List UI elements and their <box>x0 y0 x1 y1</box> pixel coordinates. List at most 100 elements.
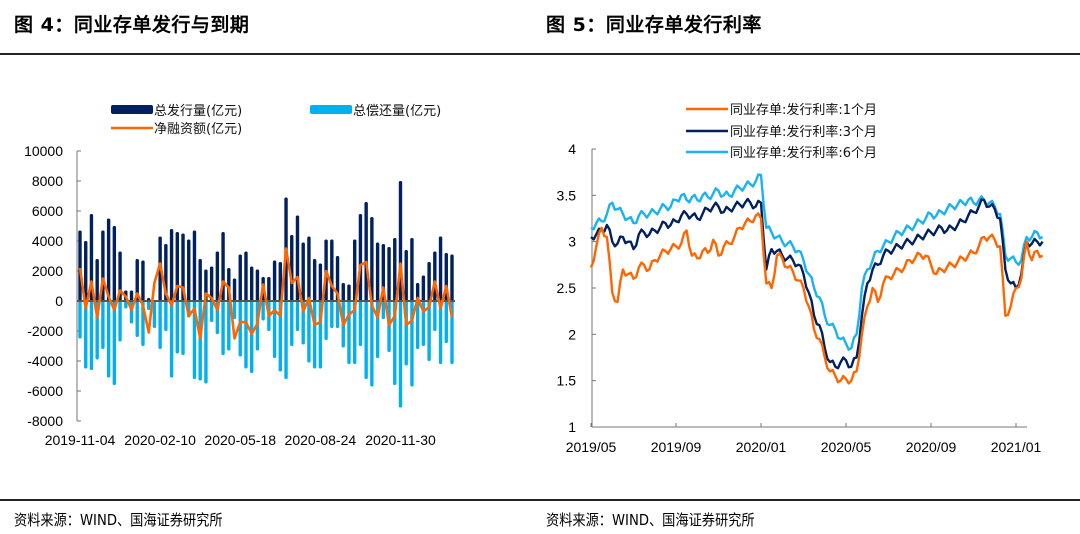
repayment-bar <box>221 301 225 355</box>
repayment-bar <box>169 301 174 378</box>
issuance-bar <box>112 226 117 301</box>
repayment-bar <box>175 301 179 354</box>
issuance-bar <box>353 239 357 301</box>
issuance-bar <box>244 251 248 301</box>
x-tick-label: 2020-08-24 <box>285 432 357 448</box>
legend-label-r6m: 同业存单:发行利率:6个月 <box>730 145 877 161</box>
x-tick-label: 2020-11-30 <box>365 432 436 448</box>
repayment-bar <box>427 301 431 361</box>
repayment-bar <box>290 301 294 346</box>
issuance-bar <box>335 256 340 301</box>
issuance-bar <box>255 269 260 301</box>
issuance-bar <box>175 232 179 301</box>
repayment-bar <box>358 301 363 346</box>
issuance-bar <box>106 218 111 301</box>
issuance-bar <box>192 230 197 301</box>
figure-5-title: 图 5：同业存单发行利率 <box>546 14 762 36</box>
legend-label-issuance: 总发行量(亿元) <box>154 103 242 119</box>
issuance-bar <box>438 236 443 301</box>
repayment-bar <box>324 301 328 340</box>
repayment-bar <box>353 301 357 364</box>
issuance-bar <box>393 238 397 301</box>
x-tick-label: 2020/01 <box>736 439 787 455</box>
issuance-bar <box>347 284 351 301</box>
x-tick-label: 2019/09 <box>651 439 702 455</box>
issuance-bar <box>375 242 380 301</box>
x-tick-label: 2019/05 <box>566 439 617 455</box>
y-tick-label: 1 <box>568 419 576 435</box>
issuance-bar <box>249 266 254 301</box>
top-divider <box>0 53 1080 55</box>
issuance-bar <box>421 275 426 301</box>
repayment-bar <box>438 301 443 364</box>
repayment-bar <box>152 301 157 328</box>
repayment-bar <box>198 301 202 381</box>
y-tick-label: 4 <box>568 141 576 157</box>
y-tick-label: -2000 <box>27 323 63 339</box>
issuance-bar <box>341 283 345 301</box>
rate-3m-line <box>590 197 1044 370</box>
repayment-bar <box>307 301 311 363</box>
rate-1m-line <box>589 212 1044 385</box>
repayment-bar <box>393 301 397 385</box>
y-tick-label: 4000 <box>32 233 63 249</box>
repayment-bar <box>89 301 94 370</box>
repayment-bar <box>209 301 214 322</box>
repayment-bar <box>244 301 248 369</box>
legend-swatch-issuance <box>111 105 153 114</box>
issuance-bar <box>238 254 242 301</box>
repayment-bar <box>181 301 185 355</box>
repayment-bar <box>364 301 368 379</box>
repayment-bar <box>78 301 82 339</box>
bottom-divider <box>0 499 1080 501</box>
issuance-maturity-chart: 10000 8000 6000 4000 2000 0 -2000 -4000 -6000 -80… <box>24 103 455 448</box>
repayment-bar <box>415 301 420 349</box>
repayment-bar <box>370 301 374 387</box>
issuance-bar <box>450 254 454 301</box>
repayment-bar <box>106 301 111 378</box>
repayment-bar <box>135 301 139 337</box>
issuance-bar <box>272 260 277 301</box>
issuance-bar <box>84 241 88 301</box>
repayment-bar <box>204 301 208 384</box>
issuance-bar <box>404 250 408 301</box>
repayment-bar <box>261 301 265 321</box>
legend-label-r3m: 同业存单:发行利率:3个月 <box>730 124 877 140</box>
legend-label-repayment: 总偿还量(亿元) <box>353 104 441 119</box>
issuance-bar <box>290 235 294 301</box>
repayment-bar <box>249 301 254 373</box>
issuance-bar <box>95 259 99 301</box>
issuance-bar <box>198 259 202 301</box>
repayment-bar <box>146 301 151 310</box>
repayment-bar <box>124 301 128 309</box>
repayment-bar <box>398 301 403 408</box>
x-tick-label: 2020/09 <box>906 439 957 455</box>
x-tick-label: 2020/05 <box>821 439 872 455</box>
repayment-bar <box>330 301 334 328</box>
issuance-bar <box>312 259 317 301</box>
y-tick-label: 2.5 <box>557 280 577 296</box>
issuance-bar <box>187 239 191 301</box>
rate-6m-line <box>590 173 1044 351</box>
y-tick-label: 10000 <box>24 143 63 159</box>
issuance-bar <box>209 266 214 301</box>
repayment-bar <box>84 301 88 369</box>
issuance-bar <box>215 251 220 301</box>
y-tick-label: 3 <box>568 234 576 250</box>
issuance-bar <box>307 236 311 301</box>
issuance-bar <box>415 283 420 301</box>
legend-label-r1m: 同业存单:发行利率:1个月 <box>730 102 877 118</box>
x-tick-label: 2020-05-18 <box>204 432 276 448</box>
repayment-bar <box>232 301 237 319</box>
repayment-bar <box>238 301 242 357</box>
issuance-bar <box>387 247 391 301</box>
repayment-bar <box>381 301 386 319</box>
x-tick-label: 2019-11-04 <box>45 432 116 448</box>
repayment-bar <box>118 301 122 342</box>
repayment-bar <box>164 301 168 331</box>
issuance-bar <box>232 278 237 301</box>
issuance-bar <box>169 229 174 301</box>
y-tick-label: -6000 <box>27 383 63 399</box>
issuance-bar <box>181 233 185 301</box>
issuance-bar <box>118 251 122 301</box>
